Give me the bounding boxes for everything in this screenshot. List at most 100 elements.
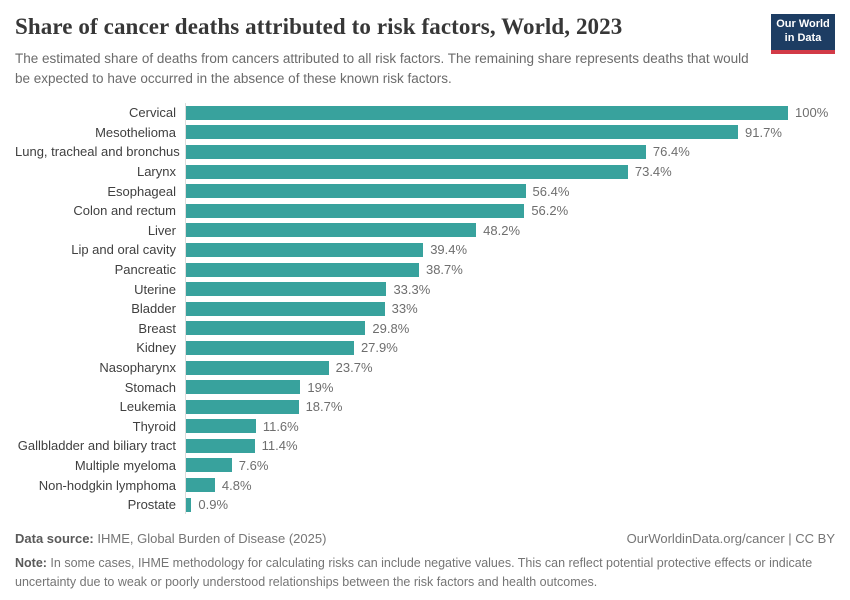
bar-row: Leukemia 18.7% [15,396,835,417]
bar[interactable] [186,438,255,453]
bar-chart: Cervical 100% Mesothelioma 91.7% Lung, trach… [15,103,835,515]
bar-zone: 91.7% [185,122,835,143]
bar-zone: 7.6% [185,455,835,476]
category-label: Leukemia [119,399,176,415]
bar-row: Prostate 0.9% [15,494,835,515]
bar[interactable] [186,497,192,512]
category-label: Uterine [134,281,176,297]
bar[interactable] [186,458,232,473]
bar[interactable] [186,340,354,355]
bar-row: Breast 29.8% [15,318,835,339]
value-label: 48.2% [483,222,521,238]
bar-zone: 19% [185,377,835,397]
bar-row: Multiple myeloma 7.6% [15,455,835,476]
citation-link[interactable]: OurWorldinData.org/cancer | CC BY [626,531,835,546]
value-label: 39.4% [430,242,468,258]
bar-row: Mesothelioma 91.7% [15,122,835,143]
category-label: Cervical [129,105,176,121]
category-label: Thyroid [132,418,176,434]
chart-subtitle: The estimated share of deaths from cance… [15,51,749,86]
category-label: Liver [147,222,176,238]
bar-row: Liver 48.2% [15,220,835,241]
bar[interactable] [186,203,525,218]
category-label: Nasopharynx [99,360,176,376]
bar[interactable] [186,301,385,316]
bar-zone: 29.8% [185,318,835,339]
bar[interactable] [186,164,628,179]
bar[interactable] [186,125,739,140]
bar[interactable] [186,478,215,493]
value-label: 38.7% [425,262,463,278]
bar-row: Nasopharynx 23.7% [15,357,835,378]
bar[interactable] [186,242,424,257]
owid-logo[interactable]: Our World in Data [771,14,835,54]
bar[interactable] [186,184,526,199]
chart-header: Share of cancer deaths attributed to ris… [15,14,835,88]
bar[interactable] [186,419,256,434]
bar[interactable] [186,105,788,120]
category-label: Gallbladder and biliary tract [17,438,176,454]
value-label: 56.4% [532,183,570,199]
bar-row: Non-hodgkin lymphoma 4.8% [15,475,835,495]
value-label: 33.3% [393,281,431,297]
value-label: 19% [307,379,334,395]
bar-row: Lip and oral cavity 39.4% [15,240,835,260]
bar-zone: 11.6% [185,416,835,437]
bar-row: Esophageal 56.4% [15,181,835,201]
value-label: 29.8% [372,320,410,336]
bar-zone: 27.9% [185,338,835,358]
category-label: Breast [138,320,176,336]
bar-zone: 38.7% [185,259,835,280]
category-label: Prostate [127,497,176,513]
bar-row: Thyroid 11.6% [15,416,835,437]
bar[interactable] [186,144,646,159]
chart-footer: Data source: IHME, Global Burden of Dise… [15,531,835,592]
data-source-text: IHME, Global Burden of Disease (2025) [93,531,327,546]
bar-zone: 4.8% [185,475,835,495]
bar-row: Pancreatic 38.7% [15,259,835,280]
data-source-label: Data source: [15,531,94,546]
category-label: Colon and rectum [73,203,176,219]
value-label: 73.4% [634,164,672,180]
category-label: Lung, tracheal and bronchus [15,144,180,160]
bar-row: Larynx 73.4% [15,161,835,182]
category-label: Non-hodgkin lymphoma [38,477,176,493]
bar-row: Bladder 33% [15,298,835,319]
bar[interactable] [186,360,329,375]
category-label: Lip and oral cavity [71,242,176,258]
bar-zone: 100% [185,103,835,123]
category-label: Multiple myeloma [74,457,176,473]
bar-zone: 73.4% [185,161,835,182]
bar-zone: 76.4% [185,142,835,162]
bar-zone: 33% [185,298,835,319]
bar-row: Colon and rectum 56.2% [15,200,835,221]
bar-zone: 0.9% [185,494,835,515]
value-label: 56.2% [531,203,569,219]
bar[interactable] [186,321,366,336]
footer-note-text: In some cases, IHME methodology for calc… [15,556,813,589]
value-label: 27.9% [360,340,398,356]
data-source: Data source: IHME, Global Burden of Dise… [15,531,326,546]
bar-row: Cervical 100% [15,103,835,123]
owid-logo-line1: Our World [776,18,830,31]
category-label: Kidney [136,340,176,356]
category-label: Bladder [131,301,176,317]
footer-note: Note: In some cases, IHME methodology fo… [15,554,835,592]
bar[interactable] [186,223,477,238]
bar[interactable] [186,262,419,277]
bar[interactable] [186,282,387,297]
category-label: Mesothelioma [95,124,176,140]
bar-zone: 11.4% [185,436,835,456]
bar[interactable] [186,380,301,395]
value-label: 18.7% [305,399,343,415]
chart-title: Share of cancer deaths attributed to ris… [15,14,623,39]
bar-zone: 18.7% [185,396,835,417]
bar-row: Lung, tracheal and bronchus 76.4% [15,142,835,162]
value-label: 0.9% [198,497,229,513]
bar[interactable] [186,399,299,414]
footer-note-label: Note: [15,556,47,570]
category-label: Larynx [136,164,176,180]
bar-row: Kidney 27.9% [15,338,835,358]
bar-row: Stomach 19% [15,377,835,397]
